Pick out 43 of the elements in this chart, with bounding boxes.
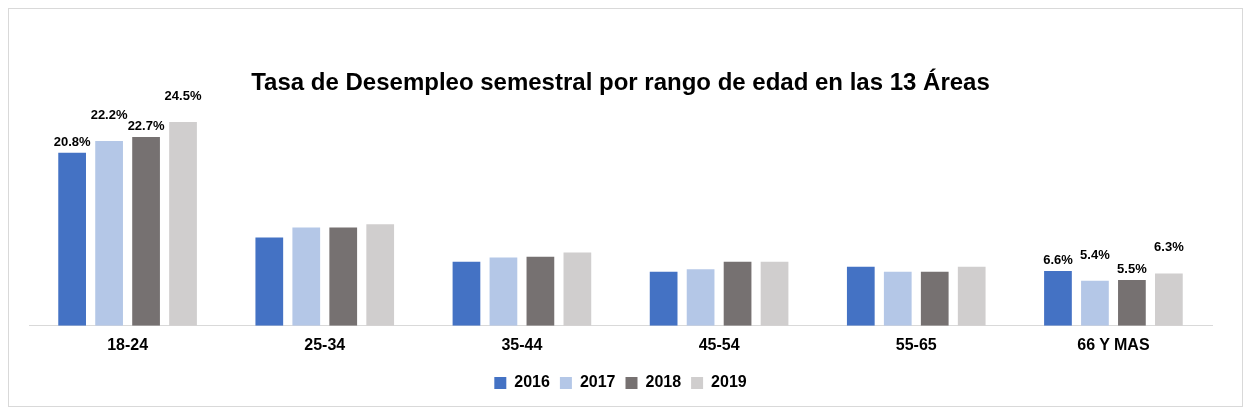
bar	[920, 271, 949, 326]
bar	[957, 266, 986, 326]
bar	[292, 227, 321, 326]
bar	[1155, 273, 1183, 326]
bar	[329, 227, 358, 326]
bar	[1118, 280, 1146, 326]
bar	[169, 121, 197, 326]
bar	[686, 269, 715, 326]
data-label: 5.5%	[1117, 261, 1148, 277]
bar	[58, 152, 86, 326]
x-tick-label: 66 Y MAS	[1077, 335, 1150, 353]
data-label: 6.3%	[1154, 239, 1185, 255]
bar	[649, 271, 678, 326]
x-tick-label: 18-24	[107, 335, 149, 353]
data-label: 22.7%	[127, 118, 165, 134]
data-label: 6.6%	[1043, 251, 1074, 267]
bar	[723, 261, 752, 326]
bar	[1044, 270, 1072, 326]
bar	[563, 252, 592, 326]
x-tick-label: 25-34	[304, 335, 346, 353]
bar	[883, 271, 912, 326]
legend-label: 2019	[711, 373, 747, 391]
bar	[1081, 280, 1109, 326]
x-tick-label: 35-44	[501, 335, 543, 353]
bar	[526, 256, 555, 326]
bar	[489, 257, 518, 326]
bar	[255, 237, 284, 326]
bar	[452, 261, 481, 326]
legend-label: 2018	[645, 373, 682, 391]
bar	[366, 224, 395, 326]
chart-title: Tasa de Desempleo semestral por rango de edad en las 13 Áreas	[251, 68, 990, 96]
bar	[132, 136, 160, 326]
legend-label: 2017	[579, 373, 616, 391]
data-label: 24.5%	[164, 88, 202, 104]
data-label: 20.8%	[53, 133, 91, 149]
bar	[760, 261, 789, 326]
data-label: 5.4%	[1080, 246, 1111, 262]
x-tick-label: 45-54	[698, 335, 740, 353]
bar	[846, 266, 875, 326]
legend-label: 2016	[514, 373, 551, 391]
x-tick-label: 55-65	[895, 335, 937, 353]
bar	[95, 141, 123, 326]
data-label: 22.2%	[90, 107, 128, 123]
